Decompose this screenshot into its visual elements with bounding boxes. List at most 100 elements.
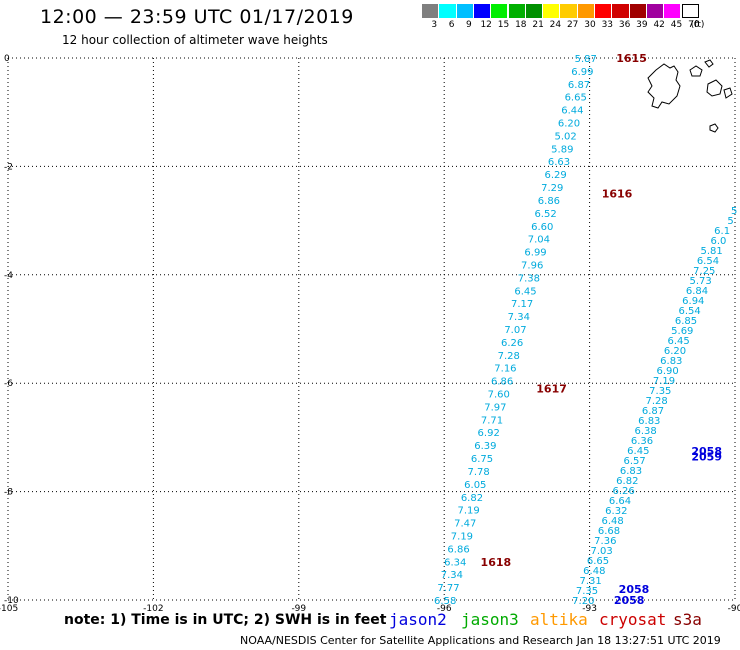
time-label: 2058: [614, 594, 645, 607]
colorbar-swatch: [595, 4, 613, 18]
time-label: 1618: [481, 556, 512, 569]
x-tick-label: -105: [0, 604, 18, 614]
swh-value: 5.89: [551, 144, 573, 155]
swh-value: 7.25: [693, 266, 715, 277]
axis-tick-labels: -105 -102 -99 -96 -93 -90 0 -2 -4 -6 -8 -10: [0, 54, 740, 614]
swh-value: 6.83: [620, 466, 642, 477]
swh-value: 7.47: [454, 519, 476, 530]
swh-value: 6.94: [682, 296, 704, 307]
swh-value: 6.32: [605, 506, 627, 517]
swh-value: 6.58: [434, 596, 456, 607]
island-espanola: [709, 123, 719, 133]
swh-value: 7.19: [457, 506, 479, 517]
swh-value: 7.35: [649, 386, 671, 397]
colorbar-label: 9: [466, 20, 472, 30]
colorbar-label: 39: [636, 20, 648, 30]
swh-value: 6.45: [514, 286, 536, 297]
map-grid: [7, 57, 736, 601]
footnote: note: 1) Time is in UTC; 2) SWH is in fe…: [64, 612, 387, 628]
swh-value: 6.34: [444, 557, 466, 568]
colorbar-swatch: [577, 4, 595, 18]
swh-value: 6.44: [561, 106, 583, 117]
colorbar-swatch: [646, 4, 665, 18]
colorbar-label: 12: [480, 20, 492, 30]
colorbar-label: 6: [448, 20, 455, 30]
swh-value: 6.86: [538, 196, 560, 207]
swh-value: 5.73: [689, 276, 711, 287]
swh-value: 6.92: [478, 428, 500, 439]
y-tick-label: -2: [4, 162, 13, 172]
swh-value: 6.65: [565, 93, 587, 104]
colorbar-label: 45: [670, 20, 683, 30]
swh-value: 6.52: [534, 209, 556, 220]
swh-value: 6.99: [571, 67, 593, 78]
swh-value: 7.34: [441, 570, 463, 581]
swh-value: 6.75: [471, 454, 493, 465]
swh-value: 7.36: [594, 536, 616, 547]
legend-s3a: s3a: [673, 610, 702, 629]
swh-value: 6.82: [616, 476, 638, 487]
swh-value: 6.87: [568, 80, 590, 91]
swh-value: 7.07: [504, 325, 526, 336]
x-tick-label: -90: [728, 604, 740, 614]
swh-value: 7.20: [572, 596, 594, 607]
time-label: 1617: [536, 383, 567, 396]
island-santiago: [689, 65, 703, 77]
swh-value: 6.87: [642, 406, 664, 417]
swh-value: 6.83: [638, 416, 660, 427]
swh-value: 6.36: [631, 436, 653, 447]
swh-value: 7.78: [468, 467, 490, 478]
swh-value: 6.86: [447, 544, 469, 555]
swh-colorbar: 3 6 9 12 15 18 21 24 27 30 33 36 39 42 45 70 (ft): [422, 4, 740, 38]
swh-value: 7.35: [576, 586, 598, 597]
colorbar-label: 24: [549, 20, 562, 30]
colorbar-unit: (ft): [690, 20, 705, 30]
time-label: 2059: [691, 450, 722, 463]
time-label: 2058: [619, 583, 650, 596]
swh-value: 7.19: [653, 376, 675, 387]
colorbar-swatch: [422, 4, 440, 18]
credit-line: NOAA/NESDIS Center for Satellite Applica…: [240, 634, 721, 647]
island-san-cristobal: [723, 87, 733, 99]
swh-value: 7.38: [518, 273, 540, 284]
swh-value: 5.87: [575, 54, 597, 65]
colorbar-swatch: [525, 4, 544, 18]
swh-value: 6.48: [583, 566, 605, 577]
x-tick-label: -93: [582, 604, 597, 614]
colorbar-label: 21: [532, 20, 544, 30]
island-isabela: [647, 63, 681, 109]
colorbar-swatch: [491, 4, 509, 18]
island-santa-cruz: [706, 79, 723, 97]
colorbar-swatch: [473, 4, 492, 18]
y-tick-label: -4: [4, 271, 13, 281]
colorbar-swatch: [629, 4, 647, 18]
swh-value: 6.83: [660, 356, 682, 367]
swh-value: 7.31: [580, 576, 602, 587]
colorbar-label: 3: [431, 20, 438, 30]
swh-value: 6.64: [609, 496, 631, 507]
time-label: 2058: [691, 445, 722, 458]
swh-value: 7.71: [481, 415, 503, 426]
swh-value: 6.26: [501, 338, 523, 349]
colorbar-label: 36: [618, 20, 631, 30]
swh-value: 6.85: [675, 316, 697, 327]
colorbar-swatch: [681, 4, 699, 18]
swh-value: 6.29: [544, 170, 566, 181]
chart-subtitle: 12 hour collection of altimeter wave hei…: [62, 33, 328, 47]
swh-value: 6.84: [686, 286, 708, 297]
swh-value: 7.97: [484, 402, 506, 413]
island-genovesa: [704, 59, 714, 68]
swh-value: 6.65: [587, 556, 609, 567]
wave-track-2: 556.16.05.816.547.255.736.846.946.546.85…: [572, 206, 737, 607]
colorbar-swatch: [456, 4, 474, 18]
x-tick-label: -96: [437, 604, 452, 614]
colorbar-swatch: [543, 4, 561, 18]
colorbar-swatch: [612, 4, 630, 18]
swh-value: 7.16: [494, 364, 516, 375]
galapagos-islands: [647, 59, 733, 133]
swh-value: 5: [731, 206, 737, 217]
swh-value: 6.90: [657, 366, 679, 377]
swh-value: 7.29: [541, 183, 563, 194]
colorbar-label: 30: [584, 20, 596, 30]
